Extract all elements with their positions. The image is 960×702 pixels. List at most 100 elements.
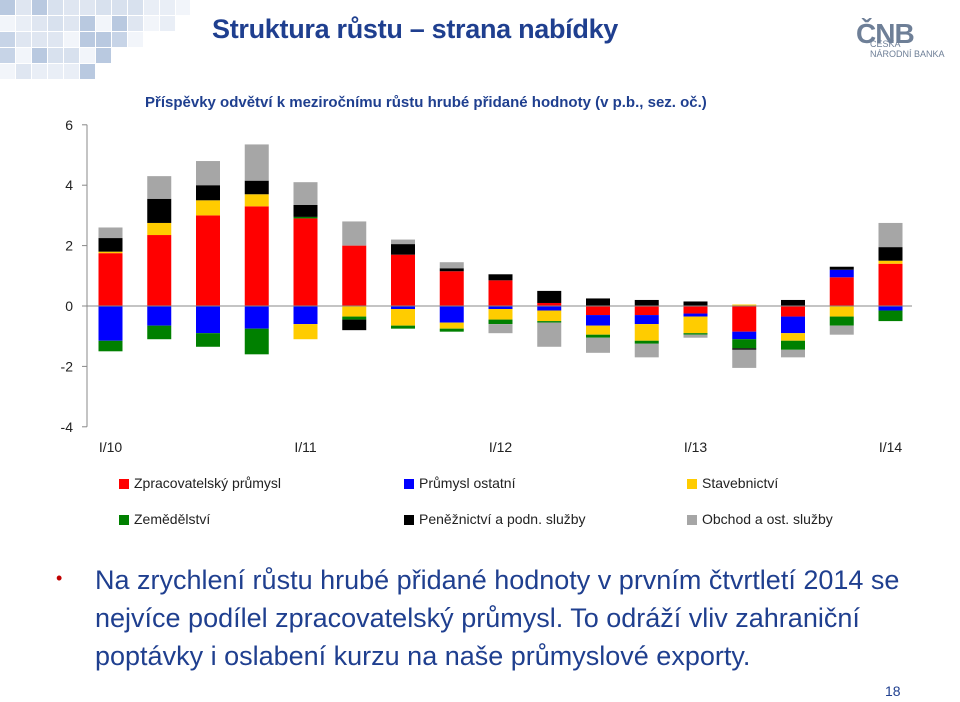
bar-segment <box>342 245 367 306</box>
bar-segment <box>537 302 562 306</box>
legend-swatch <box>687 479 697 489</box>
bar-segment <box>781 349 805 358</box>
bar-segment <box>439 328 464 332</box>
mosaic-tile <box>16 16 31 31</box>
bar-segment <box>391 325 415 329</box>
bar-segment <box>98 251 123 254</box>
bar-segment <box>293 204 318 217</box>
bar-segment <box>829 269 854 278</box>
bar-segment <box>829 325 854 335</box>
chart-title: Příspěvky odvětví k meziročnímu růstu hr… <box>145 94 707 111</box>
bar-segment <box>488 306 513 310</box>
bar-segment <box>732 304 757 306</box>
bar-segment <box>98 340 123 352</box>
x-tick-label: I/12 <box>489 439 513 455</box>
bar-segment <box>829 316 854 326</box>
decorative-mosaic <box>0 0 190 79</box>
logo-mark: ČNB <box>856 18 915 49</box>
bar-segment <box>683 316 708 334</box>
mosaic-tile <box>64 32 79 47</box>
bar-segment <box>878 310 903 322</box>
mosaic-tile <box>16 0 31 15</box>
bar-segment <box>683 306 708 314</box>
bar-segment <box>732 348 757 350</box>
mosaic-tile <box>80 64 95 79</box>
bar-segment <box>634 340 659 344</box>
bar-segment <box>878 247 903 261</box>
bullet-marker: • <box>56 568 63 588</box>
bar-segment <box>391 309 415 326</box>
mosaic-tile <box>160 0 175 15</box>
bar-segment <box>196 161 220 186</box>
mosaic-tile <box>32 48 47 63</box>
mosaic-tile <box>64 16 79 31</box>
mosaic-tile <box>0 48 15 63</box>
x-tick-label: I/11 <box>294 439 317 455</box>
bar-segment <box>439 262 464 269</box>
mosaic-tile <box>176 0 190 15</box>
bar-segment <box>878 306 903 311</box>
bar-segment <box>342 319 367 331</box>
bar-segment <box>196 306 220 334</box>
cnb-logo: ČNB ČESKÁ NÁRODNÍ BANKA <box>856 18 945 59</box>
legend-swatch <box>404 515 414 525</box>
mosaic-tile <box>128 0 143 15</box>
bar-segment <box>634 315 659 325</box>
bar-segment <box>586 298 610 306</box>
legend-item: Stavebnictví <box>687 475 778 491</box>
bar-segment <box>244 144 269 181</box>
mosaic-tile <box>80 0 95 15</box>
bar-segment <box>391 239 415 245</box>
bar-segment <box>732 339 757 349</box>
bar-segment <box>342 221 367 246</box>
bar-segment <box>634 299 659 306</box>
mosaic-tile <box>64 0 79 15</box>
bar-segment <box>586 337 610 353</box>
bar-segment <box>98 253 123 306</box>
x-tick-label: I/10 <box>99 439 123 455</box>
mosaic-tile <box>80 16 95 31</box>
mosaic-tile <box>32 16 47 31</box>
mosaic-tile <box>64 48 79 63</box>
mosaic-tile <box>160 16 175 31</box>
mosaic-tile <box>112 0 127 15</box>
bar-segment <box>878 222 903 248</box>
legend-item: Obchod a ost. služby <box>687 511 833 527</box>
bar-segment <box>829 266 854 270</box>
bar-segment <box>244 328 269 355</box>
bar-segment <box>488 274 513 281</box>
mosaic-tile <box>0 0 15 15</box>
bar-segment <box>391 306 415 310</box>
legend-swatch <box>687 515 697 525</box>
bar-segment <box>244 306 269 329</box>
mosaic-tile <box>128 16 143 31</box>
bar-segment <box>196 333 220 347</box>
stacked-bar-chart: Příspěvky odvětví k meziročnímu růstu hr… <box>61 94 912 455</box>
mosaic-tile <box>64 64 79 79</box>
legend-label: Peněžnictví a podn. služby <box>419 511 586 527</box>
bar-segment <box>634 324 659 341</box>
bar-segment <box>829 306 854 317</box>
mosaic-tile <box>0 64 15 79</box>
bar-segment <box>732 306 757 332</box>
bar-segment <box>439 306 464 323</box>
bar-segment <box>537 310 562 322</box>
bar-segment <box>342 306 367 317</box>
bar-segment <box>829 277 854 306</box>
bar-segment <box>293 182 318 205</box>
bar-segment <box>244 180 269 195</box>
bar-segment <box>439 271 464 306</box>
bar-segment <box>439 322 464 329</box>
mosaic-tile <box>0 32 15 47</box>
mosaic-tile <box>96 0 111 15</box>
bar-segment <box>683 313 708 317</box>
bar-segment <box>342 316 367 320</box>
bar-segment <box>586 325 610 335</box>
legend-item: Zpracovatelský průmysl <box>119 475 281 491</box>
slide-number: 18 <box>885 683 901 699</box>
logo-line-2: NÁRODNÍ BANKA <box>870 49 945 59</box>
bar-segment <box>732 331 757 340</box>
bar-segment <box>781 333 805 341</box>
legend-swatch <box>119 479 129 489</box>
bar-segment <box>878 263 903 306</box>
